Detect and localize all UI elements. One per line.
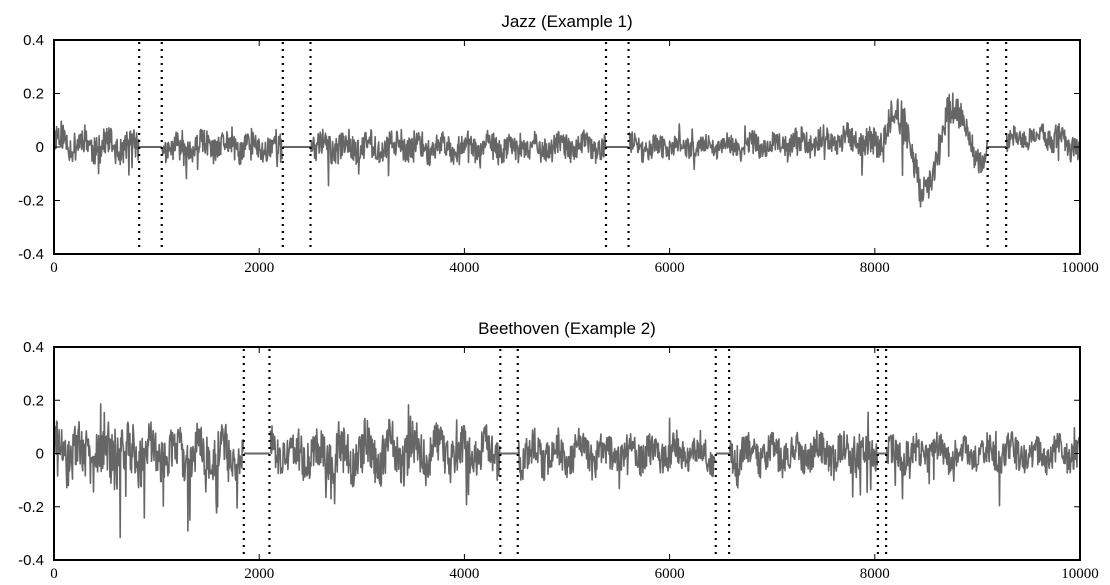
x-tick-label: 4000 xyxy=(449,260,479,276)
y-tick-label: 0.4 xyxy=(23,32,44,49)
x-tick-label: 2000 xyxy=(244,566,274,582)
audio-waveform xyxy=(53,403,1081,539)
y-tick-label: -0.2 xyxy=(18,499,44,516)
y-tick-label: 0 xyxy=(36,139,44,156)
x-tick-label: 6000 xyxy=(655,566,685,582)
x-tick-label: 8000 xyxy=(860,566,890,582)
x-tick-label: 8000 xyxy=(860,260,890,276)
y-tick-label: 0.2 xyxy=(23,86,44,103)
y-tick-label: -0.4 xyxy=(18,552,44,569)
y-tick-label: -0.2 xyxy=(18,193,44,210)
chart-panel-1: Jazz (Example 1) 0 2000 4000 6000 8000 10000 -0… xyxy=(18,12,1099,276)
x-tick-label: 4000 xyxy=(449,566,479,582)
x-tick-label: 0 xyxy=(50,566,58,582)
x-tick-label: 10000 xyxy=(1061,260,1099,276)
x-tick-label: 2000 xyxy=(244,260,274,276)
y-tick-label: 0 xyxy=(36,446,44,463)
chart-panel-2: Beethoven (Example 2) 0 2000 4000 6000 8000 10… xyxy=(18,319,1099,582)
chart-title: Jazz (Example 1) xyxy=(501,12,632,31)
y-tick-label: -0.4 xyxy=(18,246,44,263)
y-tick-label: 0.2 xyxy=(23,392,44,409)
x-tick-label: 6000 xyxy=(655,260,685,276)
x-tick-label: 10000 xyxy=(1061,566,1099,582)
audio-waveform xyxy=(53,92,1081,208)
chart-title: Beethoven (Example 2) xyxy=(478,319,656,338)
y-tick-label: 0.4 xyxy=(23,339,44,356)
x-tick-label: 0 xyxy=(50,260,58,276)
